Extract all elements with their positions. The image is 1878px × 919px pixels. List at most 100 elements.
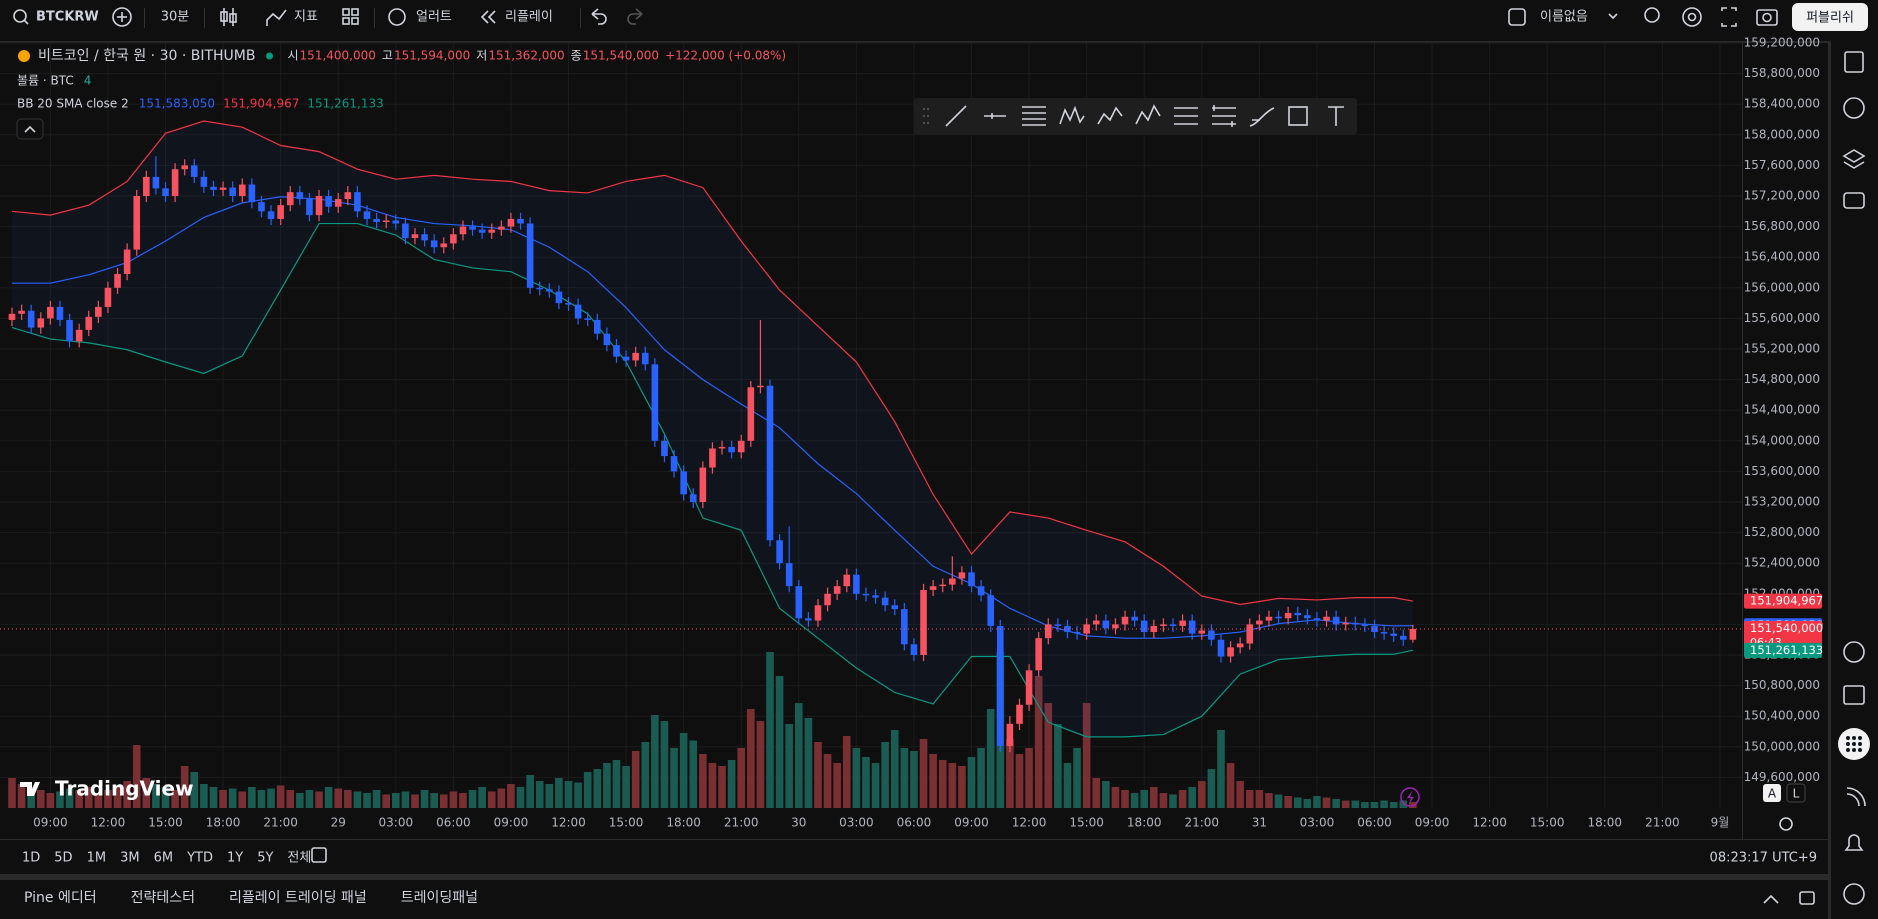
- axis-settings-button[interactable]: [1779, 817, 1793, 831]
- calendar-button[interactable]: [1843, 685, 1865, 705]
- candle-body: [392, 220, 400, 224]
- layout-menu[interactable]: [1608, 13, 1618, 20]
- chat-button[interactable]: [1843, 192, 1865, 209]
- candle-body: [229, 187, 236, 196]
- panel-tab[interactable]: 리플레이 트레이딩 패널: [229, 890, 367, 906]
- x-tick-label: 21:00: [1645, 816, 1680, 830]
- fullscreen-button[interactable]: [1721, 7, 1737, 27]
- stream-button[interactable]: [1846, 787, 1866, 807]
- range-button[interactable]: 1Y: [227, 851, 243, 866]
- indicators-icon[interactable]: [266, 9, 287, 26]
- events-button[interactable]: [1400, 787, 1420, 807]
- maximize-panel-button[interactable]: [1799, 891, 1815, 905]
- templates-button[interactable]: [342, 8, 359, 25]
- candle-body: [334, 199, 342, 207]
- alert-icon[interactable]: [388, 8, 406, 26]
- y-tick-label: 157,600,000: [1744, 158, 1820, 172]
- plot: [0, 120, 1742, 808]
- volume-bar: [296, 793, 304, 808]
- date-range-button[interactable]: [311, 847, 327, 863]
- collapse-legend-button[interactable]: [16, 118, 44, 140]
- snapshot-button[interactable]: [1756, 9, 1778, 26]
- horizontal-line-tool[interactable]: [984, 113, 1006, 119]
- volume-bar: [372, 790, 381, 808]
- candle-body: [143, 176, 150, 196]
- volume-bar: [1082, 703, 1091, 808]
- auto-scale-button[interactable]: [1763, 784, 1781, 802]
- interval-button[interactable]: 30분: [161, 10, 190, 25]
- volume-bar: [334, 788, 343, 808]
- symbol[interactable]: BTCKRW: [36, 10, 99, 25]
- alerts-button[interactable]: [1843, 97, 1865, 119]
- replay-icon[interactable]: [480, 10, 496, 24]
- range-button[interactable]: 5Y: [257, 851, 273, 866]
- candle-body: [1121, 616, 1129, 625]
- expand-panel-button[interactable]: [1763, 894, 1779, 904]
- candle-body: [162, 188, 169, 196]
- layout-checkbox[interactable]: [1508, 8, 1526, 26]
- candle-body: [709, 448, 716, 468]
- candle-body: [977, 586, 985, 596]
- add-symbol-button[interactable]: [112, 7, 132, 27]
- y-tick-label: 154,000,000: [1744, 433, 1820, 447]
- drag-handle[interactable]: [923, 108, 929, 124]
- separator: [204, 8, 205, 28]
- trendline-tool[interactable]: [945, 105, 967, 127]
- publish-button[interactable]: [1792, 3, 1868, 31]
- candle-body: [517, 218, 524, 224]
- fib-tool[interactable]: [1022, 106, 1046, 126]
- notifications-button[interactable]: [1844, 834, 1864, 851]
- settings-button[interactable]: [1682, 7, 1702, 27]
- volume-bar: [679, 733, 688, 808]
- panel-tab[interactable]: 전략테스터: [131, 890, 195, 906]
- volume-bar: [1140, 790, 1149, 808]
- range-button[interactable]: 1M: [87, 851, 107, 866]
- logo-text: TradingView: [55, 777, 194, 801]
- replay-button[interactable]: 리플레이: [505, 10, 553, 25]
- panel-tab[interactable]: 트레이딩패널: [401, 890, 478, 906]
- log-scale-button[interactable]: [1786, 783, 1806, 803]
- brush-tool[interactable]: [1249, 107, 1275, 127]
- target-button[interactable]: [1843, 641, 1865, 663]
- alert-button[interactable]: 얼러트: [416, 10, 452, 25]
- candle-body: [632, 352, 639, 361]
- volume-bar: [113, 785, 122, 808]
- range-button[interactable]: YTD: [186, 851, 213, 866]
- candle-body: [949, 578, 956, 585]
- undo-button[interactable]: [591, 8, 607, 25]
- watchlist-button[interactable]: [1844, 51, 1864, 73]
- help-button[interactable]: [1843, 883, 1865, 905]
- candle-body: [728, 446, 735, 453]
- layout-name[interactable]: 이름없음: [1540, 10, 1588, 25]
- indicators-button[interactable]: 지표: [294, 10, 318, 25]
- layers-button[interactable]: [1842, 149, 1866, 169]
- candle-body: [1371, 625, 1378, 633]
- candle-body: [1256, 620, 1263, 625]
- projection-tool[interactable]: [1174, 107, 1198, 125]
- range-tool[interactable]: [1212, 105, 1236, 127]
- range-button[interactable]: 3M: [120, 851, 140, 866]
- wave-tool[interactable]: [1135, 104, 1161, 125]
- bb-value: 151,904,967: [223, 97, 299, 111]
- volume-bar: [411, 794, 419, 808]
- search-icon[interactable]: [13, 9, 27, 23]
- pattern-tool[interactable]: [1059, 105, 1085, 125]
- chart-type-button[interactable]: [220, 8, 237, 26]
- volume-bar: [276, 785, 285, 808]
- range-button[interactable]: 1D: [22, 851, 40, 866]
- elliott-tool[interactable]: [1097, 106, 1123, 125]
- separator: [1828, 41, 1831, 919]
- panel-tab[interactable]: Pine 에디터: [24, 890, 97, 906]
- candle-body: [181, 165, 189, 170]
- redo-button[interactable]: [627, 8, 643, 25]
- quick-search-button[interactable]: [1644, 7, 1660, 23]
- candle-body: [661, 440, 668, 457]
- range-button[interactable]: 전체: [287, 851, 311, 866]
- volume-bar: [248, 787, 256, 808]
- range-button[interactable]: 5D: [54, 851, 72, 866]
- text-tool[interactable]: [1328, 106, 1344, 126]
- rectangle-tool[interactable]: [1288, 106, 1308, 126]
- range-button[interactable]: 6M: [154, 851, 174, 866]
- candle-body: [354, 192, 361, 212]
- logo-mark: [20, 782, 40, 796]
